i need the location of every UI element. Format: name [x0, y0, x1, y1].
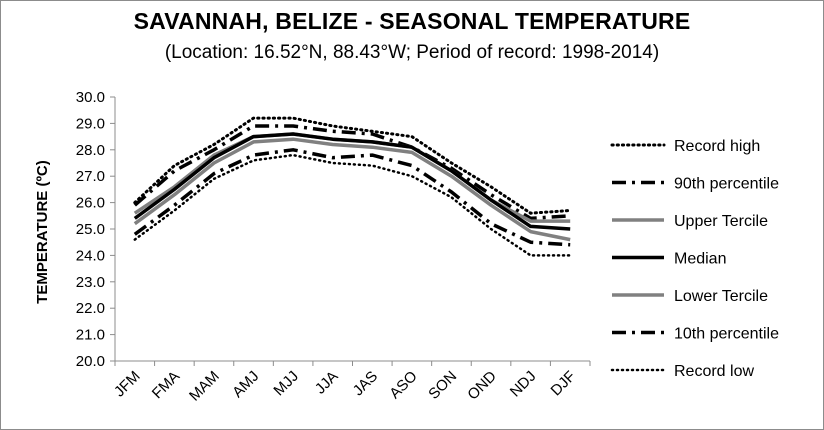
series-line-median [133, 132, 571, 231]
x-tick-label: OND [464, 368, 500, 404]
x-tick-label: SON [425, 368, 460, 403]
legend-label-upper-tercile: Upper Tercile [674, 213, 768, 230]
legend-label-90th-percentile: 90th percentile [674, 176, 779, 193]
y-axis-label: TEMPERATURE (ºC) [34, 160, 51, 304]
series-line-record-high [133, 116, 572, 215]
legend: Record high 90th percentile Upper Tercile M… [610, 138, 779, 380]
legend-label-record-high: Record high [674, 138, 760, 155]
y-tick-label: 22.0 [76, 300, 105, 317]
y-tick-label: 23.0 [76, 274, 105, 291]
x-tick-label: JFM [111, 368, 144, 401]
y-tick-label: 30.0 [76, 89, 105, 106]
x-tick-labels: JFM FMA MAM AMJ MJJ JJA JAS ASO SON OND NDJ DJF [111, 368, 579, 405]
legend-label-median: Median [674, 251, 726, 268]
legend-label-10th-percentile: 10th percentile [674, 326, 779, 343]
series-line-record-low [133, 153, 572, 257]
x-tick-label: JAS [350, 368, 381, 399]
series-lines [133, 116, 572, 257]
y-tick-label: 21.0 [76, 327, 105, 344]
y-tick-labels: 20.0 21.0 22.0 23.0 24.0 25.0 26.0 27.0 28.0 29.0… [76, 89, 105, 370]
x-tick-label: NDJ [507, 368, 540, 401]
x-tick-label: MAM [186, 368, 223, 405]
series-line-90th-percentile [133, 124, 571, 221]
y-tick-label: 26.0 [76, 195, 105, 212]
chart-title: SAVANNAH, BELIZE - SEASONAL TEMPERATURE [133, 8, 691, 34]
chart-subtitle: (Location: 16.52°N, 88.43°W; Period of r… [164, 42, 660, 63]
series-line-lower-tercile [133, 137, 571, 242]
y-tick-label: 25.0 [76, 221, 105, 238]
x-tick-label: AMJ [229, 368, 262, 401]
x-tick-label: MJJ [270, 368, 301, 399]
y-tick-label: 20.0 [76, 353, 105, 370]
axes [110, 96, 591, 366]
y-tick-label: 24.0 [76, 247, 105, 264]
y-tick-label: 27.0 [76, 168, 105, 185]
legend-label-record-low: Record low [674, 363, 754, 380]
y-tick-label: 29.0 [76, 115, 105, 132]
x-tick-label: JJA [312, 368, 342, 398]
x-tick-label: ASO [386, 368, 420, 402]
x-tick-label: FMA [149, 368, 183, 402]
x-tick-label: DJF [548, 368, 579, 399]
y-tick-label: 28.0 [76, 142, 105, 159]
series-line-10th-percentile [133, 148, 571, 247]
legend-label-lower-tercile: Lower Tercile [674, 288, 768, 305]
